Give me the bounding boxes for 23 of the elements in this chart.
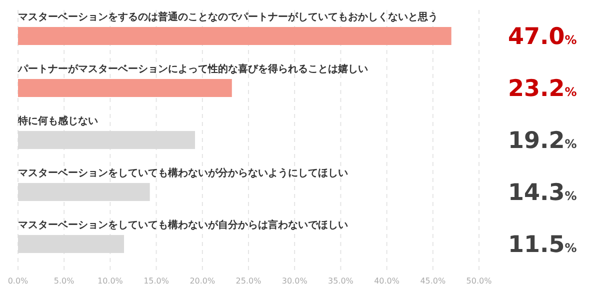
bar [18, 27, 452, 45]
data-label: 14.3% [508, 180, 577, 206]
x-tick-label: 5.0% [54, 276, 75, 286]
data-label: 19.2% [508, 128, 577, 154]
bar [18, 79, 232, 97]
y-tick-label: パートナーがマスターベーションによって性的な喜びを得られることは嬉しい [17, 63, 368, 75]
y-tick-label: 特に何も感じない [17, 115, 98, 127]
x-tick-label: 10.0% [97, 276, 124, 286]
y-tick-label: マスターベーションをしていても構わないが分からないようにしてほしい [18, 167, 348, 179]
x-tick-label: 45.0% [420, 276, 446, 286]
x-tick-label: 40.0% [374, 276, 400, 286]
data-label: 47.0% [508, 24, 577, 50]
x-tick-label: 15.0% [144, 276, 170, 286]
x-tick-label: 20.0% [190, 276, 216, 286]
x-tick-label: 0.0% [8, 276, 29, 286]
y-tick-label: マスターベーションをするのは普通のことなのでパートナーがしていてもおかしくないと思う [18, 11, 438, 23]
x-tick-label: 50.0% [466, 276, 492, 286]
data-label: 23.2% [508, 76, 577, 102]
data-label: 11.5% [508, 232, 577, 258]
x-tick-label: 25.0% [236, 276, 262, 286]
y-tick-label: マスターベーションをしていても構わないが自分からは言わないでほしい [18, 219, 348, 231]
x-tick-label: 35.0% [328, 276, 354, 286]
x-tick-label: 30.0% [282, 276, 308, 286]
